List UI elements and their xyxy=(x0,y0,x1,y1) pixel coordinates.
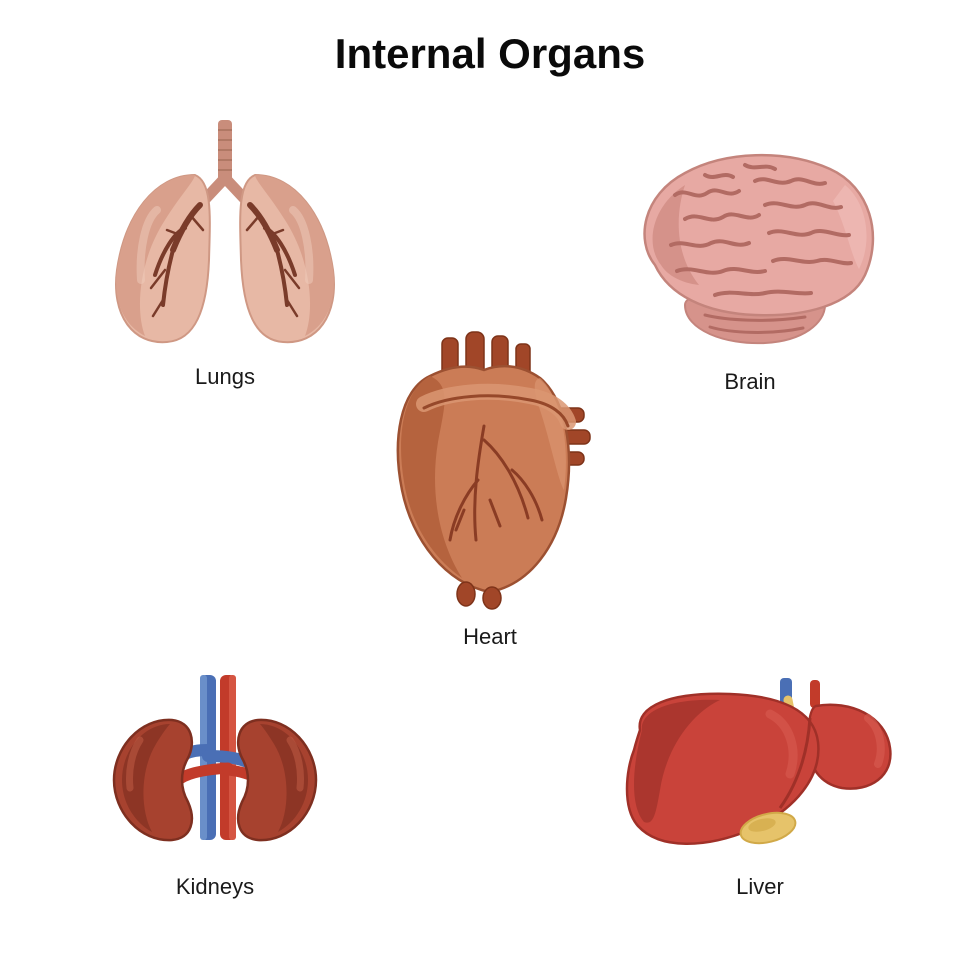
organ-liver: Liver xyxy=(620,670,900,900)
liver-icon xyxy=(620,670,900,860)
organ-brain: Brain xyxy=(615,145,885,395)
page-title: Internal Organs xyxy=(0,30,980,78)
organ-heart: Heart xyxy=(380,330,600,650)
kidneys-icon xyxy=(100,670,330,860)
brain-label: Brain xyxy=(724,369,775,395)
kidneys-label: Kidneys xyxy=(176,874,254,900)
organ-lungs: Lungs xyxy=(95,120,355,390)
organ-kidneys: Kidneys xyxy=(100,670,330,900)
brain-icon xyxy=(615,145,885,355)
lungs-icon xyxy=(95,120,355,350)
lungs-label: Lungs xyxy=(195,364,255,390)
heart-label: Heart xyxy=(463,624,517,650)
heart-icon xyxy=(380,330,600,610)
liver-label: Liver xyxy=(736,874,784,900)
